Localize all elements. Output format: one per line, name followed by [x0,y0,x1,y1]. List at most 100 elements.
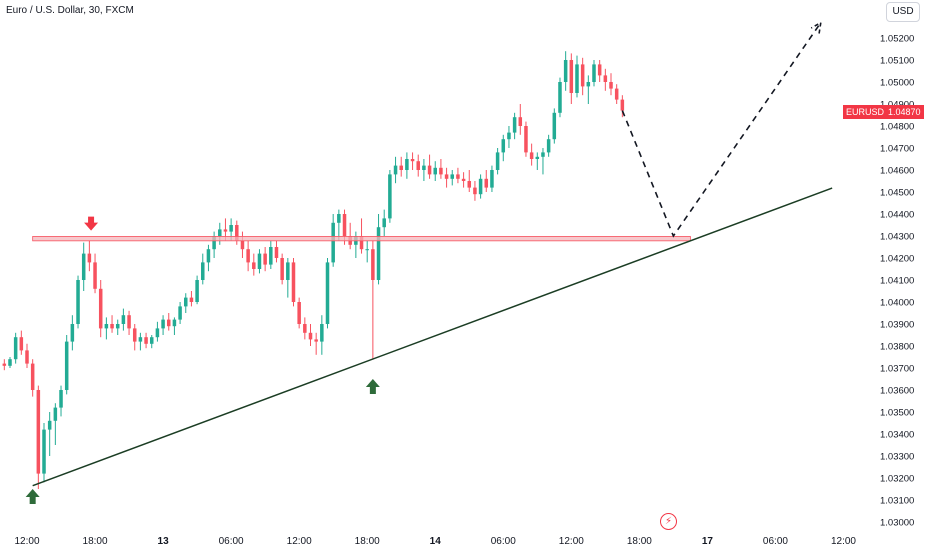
price-tick-label: 1.05000 [880,78,914,89]
candle-body [138,337,143,342]
candle-body [98,288,103,329]
time-tick-label: 17 [702,536,714,547]
candle-body [393,165,398,175]
time-tick-label: 18:00 [627,536,652,547]
price-tick-label: 1.03100 [880,496,914,507]
candles-layer [2,51,625,489]
candle-body [235,225,239,241]
candle-body [575,64,579,93]
candle-body [178,306,182,320]
candle-body [325,262,330,324]
candle-body [36,390,41,474]
candle-body [218,229,222,236]
candle-body [439,167,443,175]
symbol-label: EURUSD [846,107,885,117]
candle-body [314,339,318,342]
candle-body [121,315,126,324]
candle-body [586,82,591,87]
price-tick-label: 1.04800 [880,122,914,133]
price-tick-label: 1.04600 [880,166,914,177]
candle-body [166,319,171,327]
candle-body [297,302,301,324]
time-tick-label: 12:00 [287,536,312,547]
candle-body [433,167,437,175]
candle-body [320,324,324,342]
currency-button[interactable]: USD [886,2,920,22]
candle-body [274,247,279,258]
candle-body [580,64,585,87]
candle-body [524,126,528,153]
candle-body [13,337,18,360]
candle-body [422,165,426,170]
candle-body [201,262,205,280]
candle-body [257,253,262,269]
price-axis[interactable]: 1.052001.051001.050001.049001.048001.047… [873,0,932,550]
time-tick-label: 14 [430,536,442,547]
candle-body [144,337,148,344]
candle-body [240,240,245,250]
candle-body [269,247,273,265]
time-tick-label: 12:00 [559,536,584,547]
candle-body [195,280,199,302]
candle-body [30,363,35,390]
time-axis[interactable]: 12:00 18:00 13 06:00 12:00 18:00 14 06:00 12:00 1… [14,536,856,547]
candle-body [597,64,602,76]
candle-body [614,88,619,100]
resistance-zone[interactable] [32,236,691,242]
candle-body [223,229,228,232]
candle-body [382,218,386,228]
time-tick-label: 06:00 [219,536,244,547]
candle-body [93,262,97,289]
time-tick-label: 12:00 [14,536,39,547]
candle-body [518,117,523,126]
candle-body [473,187,477,195]
price-tick-label: 1.04400 [880,210,914,221]
candle-body [558,82,562,113]
candle-body [478,178,483,195]
candle-body [8,359,12,366]
candle-body [155,328,160,338]
candle-body [115,324,120,329]
last-price-badge: EURUSD 1.04870 [843,105,924,119]
price-axis-background [873,0,932,550]
candle-body [546,139,551,153]
price-tick-label: 1.04200 [880,254,914,265]
candle-body [444,174,449,179]
candle-body [212,236,216,250]
price-tick-label: 1.03000 [880,518,914,529]
price-tick-label: 1.03900 [880,320,914,331]
projection-path[interactable] [621,22,822,238]
time-tick-label: 12:00 [831,536,856,547]
trendline[interactable] [32,187,833,487]
candle-body [342,214,347,236]
candle-body [603,75,608,82]
candle-body [303,324,307,333]
last-price-label: 1.04870 [888,107,921,117]
chart-title: Euro / U.S. Dollar, 30, FXCM [6,5,134,16]
candle-body [263,253,267,265]
candle-body [206,249,211,263]
candle-body [189,297,194,302]
price-tick-label: 1.04500 [880,188,914,199]
candle-body [42,429,46,474]
candle-body [104,324,109,329]
candle-body [286,262,290,280]
candle-body [110,324,114,329]
candle-body [552,112,557,140]
arrow-down-icon [84,216,99,231]
candle-body [512,117,517,133]
drawings-layer[interactable] [25,21,833,504]
candle-body [563,60,568,82]
candle-body [19,337,24,351]
candle-body [2,363,7,366]
candle-body [365,249,369,251]
price-tick-label: 1.03200 [880,474,914,485]
time-tick-label: 18:00 [355,536,380,547]
projection-arrow-head [810,21,822,34]
candle-body [70,324,75,342]
candle-body [127,315,131,329]
lightning-icon[interactable]: ⚡ [660,513,677,530]
